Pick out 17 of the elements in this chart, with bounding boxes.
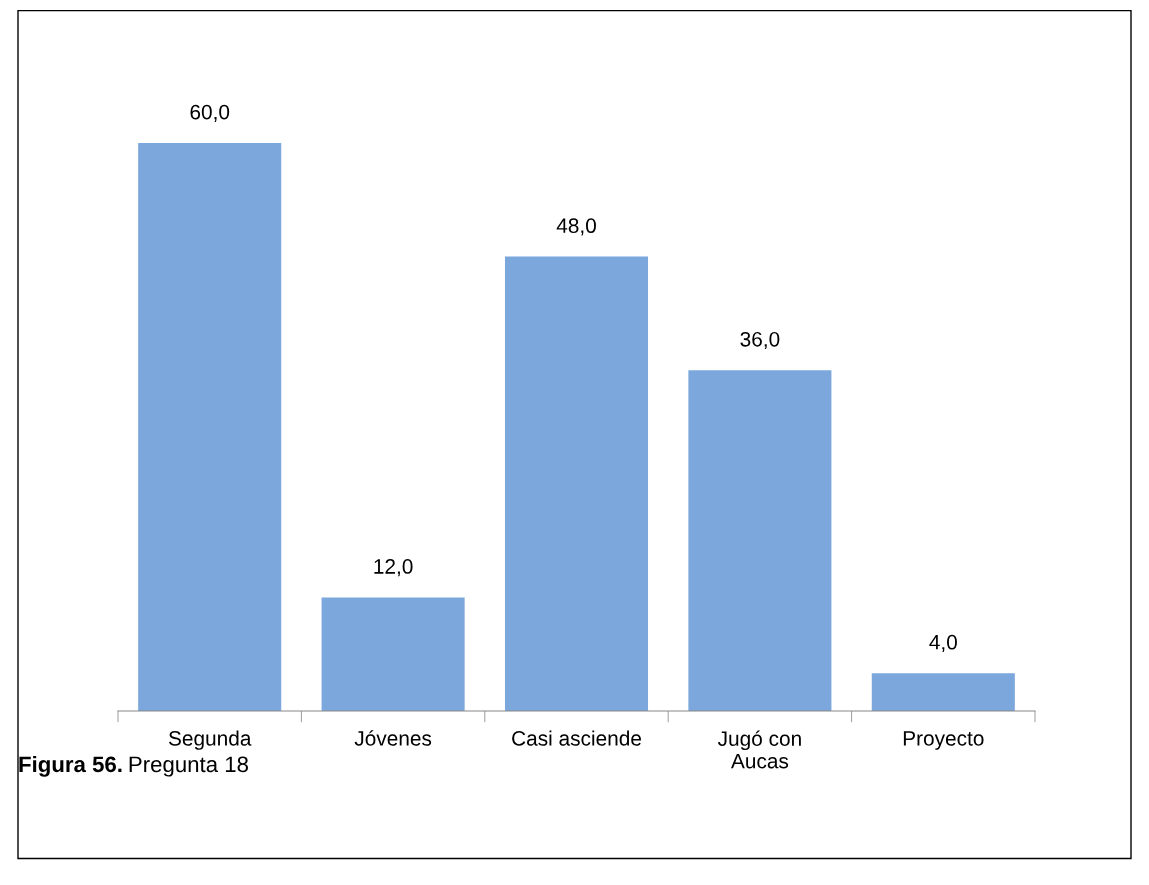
text: Pregunta 18: [129, 756, 248, 777]
bar: [871, 673, 1015, 711]
bar: [504, 256, 649, 711]
data-label: 60,0: [190, 104, 230, 122]
data-label: 36,0: [740, 331, 780, 350]
bar: [688, 370, 832, 711]
bar: [321, 597, 465, 711]
x-tick-label: Segunda: [168, 730, 252, 750]
text: Figura 56.: [19, 755, 122, 777]
data-label: 12,0: [374, 559, 413, 577]
x-tick-label: Jóvenes: [354, 730, 432, 746]
x-tick-label: Proyecto: [903, 731, 984, 750]
x-tick-label: Casi asciende: [512, 730, 642, 746]
data-label: 4,0: [929, 634, 957, 653]
data-label: 48,0: [556, 218, 596, 236]
x-tick-label: Jugó con Aucas: [717, 730, 801, 769]
bar: [138, 143, 282, 711]
